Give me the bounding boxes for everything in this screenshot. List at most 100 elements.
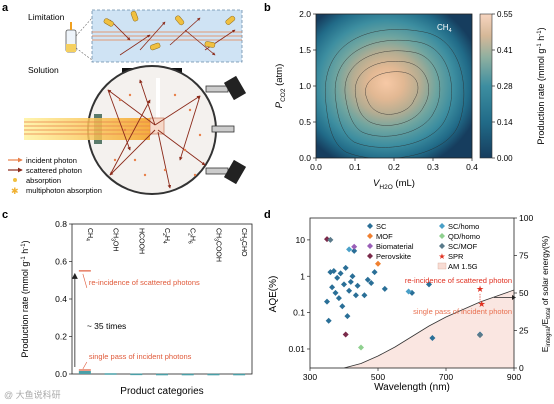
- category-label: CH3CHO: [238, 228, 247, 257]
- point-sc: [354, 282, 361, 289]
- svg-text:QD/homo: QD/homo: [448, 232, 480, 241]
- point-sc: [426, 281, 432, 288]
- scatter-y2-ticks: 0 25 50 75 100: [514, 213, 533, 373]
- point-sc-homo: [405, 288, 412, 295]
- bar-x-axis-label: Product categories: [120, 386, 203, 397]
- schematic-legend: incident photon scattered photon absorpt…: [8, 156, 102, 196]
- colorbar: [479, 13, 493, 159]
- svg-text:SPR: SPR: [448, 252, 464, 261]
- x-tick-label: 0.4: [466, 162, 478, 172]
- bar-single-pass: [156, 373, 168, 376]
- panel-d-scatter: d ★ ★ 300 500 700 900 0.01 0.1 1 10 0 25 50 75 100 …: [262, 204, 554, 404]
- am15g-area: [344, 290, 514, 368]
- point-mof: [375, 260, 381, 267]
- y-tick-label: 0.01: [288, 344, 305, 354]
- y-tick-label: 2.0: [299, 9, 311, 19]
- heatmap-x-ticks: 0.0 0.1 0.2 0.3 0.4: [310, 158, 478, 172]
- legend-item: AM 1.5G: [437, 262, 478, 271]
- scatter-x-axis-label: Wavelength (nm): [374, 382, 450, 393]
- y2-tick-label: 75: [519, 251, 529, 261]
- vial-icon: [65, 22, 77, 53]
- category-label: HCOOH: [137, 228, 144, 254]
- x-tick-label: 300: [303, 372, 317, 382]
- svg-text:scattered photon: scattered photon: [26, 166, 82, 175]
- incident-beam: [24, 118, 150, 140]
- bar-single-pass: [130, 373, 143, 376]
- svg-text:absorption: absorption: [26, 176, 61, 185]
- point-sc: [332, 289, 339, 296]
- zoom-line-top: [75, 17, 93, 37]
- colorbar-tick-label: 0.00: [497, 154, 513, 163]
- legend-absorption: absorption: [13, 176, 61, 185]
- point-spr: ★: [478, 299, 486, 309]
- point-sc: [364, 276, 371, 283]
- y-tick-label: 0.8: [55, 219, 67, 229]
- bars: [78, 270, 246, 376]
- x-tick-label: 500: [371, 372, 385, 382]
- x-tick-label: 0.3: [427, 162, 439, 172]
- x-tick-label: 0.2: [388, 162, 400, 172]
- point-sc: [381, 285, 388, 292]
- heatmap-annotation: CH4: [437, 23, 452, 34]
- re-incidence-leader: [82, 273, 88, 288]
- y2-axis-arrow-head: [512, 295, 516, 300]
- heatmap-x-axis-label: VH2O (mL): [373, 178, 415, 191]
- point-sc: [334, 274, 341, 281]
- point-sc: [371, 269, 378, 276]
- point-sc: [341, 281, 347, 288]
- category-label: CH3OH: [110, 228, 119, 251]
- bar-single-pass: [181, 373, 194, 376]
- heatmap-y-axis-label: PCO2 (atm): [274, 64, 287, 109]
- svg-text:Perovskite: Perovskite: [376, 252, 411, 261]
- x-tick-label: 0.1: [349, 162, 361, 172]
- scatter-points: ★★: [324, 236, 486, 351]
- category-label: CH3COOH: [212, 228, 221, 262]
- solution-label: Solution: [28, 65, 59, 75]
- colorbar-tick-label: 0.28: [497, 82, 513, 91]
- bar-single-pass: [233, 373, 246, 376]
- y-tick-label: 0.6: [55, 257, 67, 267]
- svg-text:SC/homo: SC/homo: [448, 222, 479, 231]
- scatter-x-ticks: 300 500 700 900: [303, 368, 521, 382]
- scatter-y2-axis-label: Eintegral/Etotal of solar energy(%): [540, 236, 552, 353]
- legend-item: SC: [367, 222, 387, 231]
- bar-y-ticks: 0.0 0.2 0.4 0.6 0.8: [55, 219, 72, 379]
- legend-item: SC/homo: [439, 222, 479, 231]
- point-sc: [368, 280, 375, 287]
- y2-tick-label: 25: [519, 326, 529, 336]
- panel-d-letter: d: [264, 209, 271, 221]
- y-tick-label: 0.0: [299, 153, 311, 163]
- point-biomaterial: [351, 243, 358, 250]
- x-tick-label: 900: [507, 372, 521, 382]
- panel-a-letter: a: [2, 2, 9, 14]
- y-tick-label: 10: [296, 235, 306, 245]
- point-sc: [429, 335, 436, 342]
- point-sc-mof: [477, 332, 483, 339]
- point-sc: [347, 278, 354, 285]
- single-pass-label: single pass of incident photons: [89, 352, 192, 361]
- y-tick-label: 0.2: [55, 332, 67, 342]
- point-sc: [351, 247, 358, 254]
- legend-item: QD/homo: [439, 232, 480, 241]
- spr-re-incidence-label: re-incidence of scattered photon: [405, 276, 512, 285]
- absorber-dots: [113, 93, 202, 177]
- svg-text:SC: SC: [376, 222, 387, 231]
- y2-tick-label: 50: [519, 288, 529, 298]
- svg-text:MOF: MOF: [376, 232, 393, 241]
- x-tick-label: 700: [439, 372, 453, 382]
- legend-scattered-photon: scattered photon: [8, 166, 82, 175]
- heatmap-svg: b CH4 0.0 0.1 0.2 0.3 0.4 0.0 0.5 1.0 1.5 2.0 VH…: [264, 2, 546, 191]
- point-sc: [361, 292, 368, 299]
- y-tick-label: 0.0: [55, 369, 67, 379]
- x-tick-label: 0.0: [310, 162, 322, 172]
- colorbar-tick-label: 0.41: [497, 46, 513, 55]
- point-qd-homo: [358, 344, 364, 351]
- svg-text:AM 1.5G: AM 1.5G: [448, 262, 478, 271]
- point-sc: [344, 313, 351, 320]
- y-tick-label: 1: [300, 271, 305, 281]
- limitation-zoom-box: [91, 9, 243, 63]
- am15g-curve: [343, 289, 514, 368]
- colorbar-ticks: 0.00 0.14 0.28 0.41 0.55: [492, 10, 513, 163]
